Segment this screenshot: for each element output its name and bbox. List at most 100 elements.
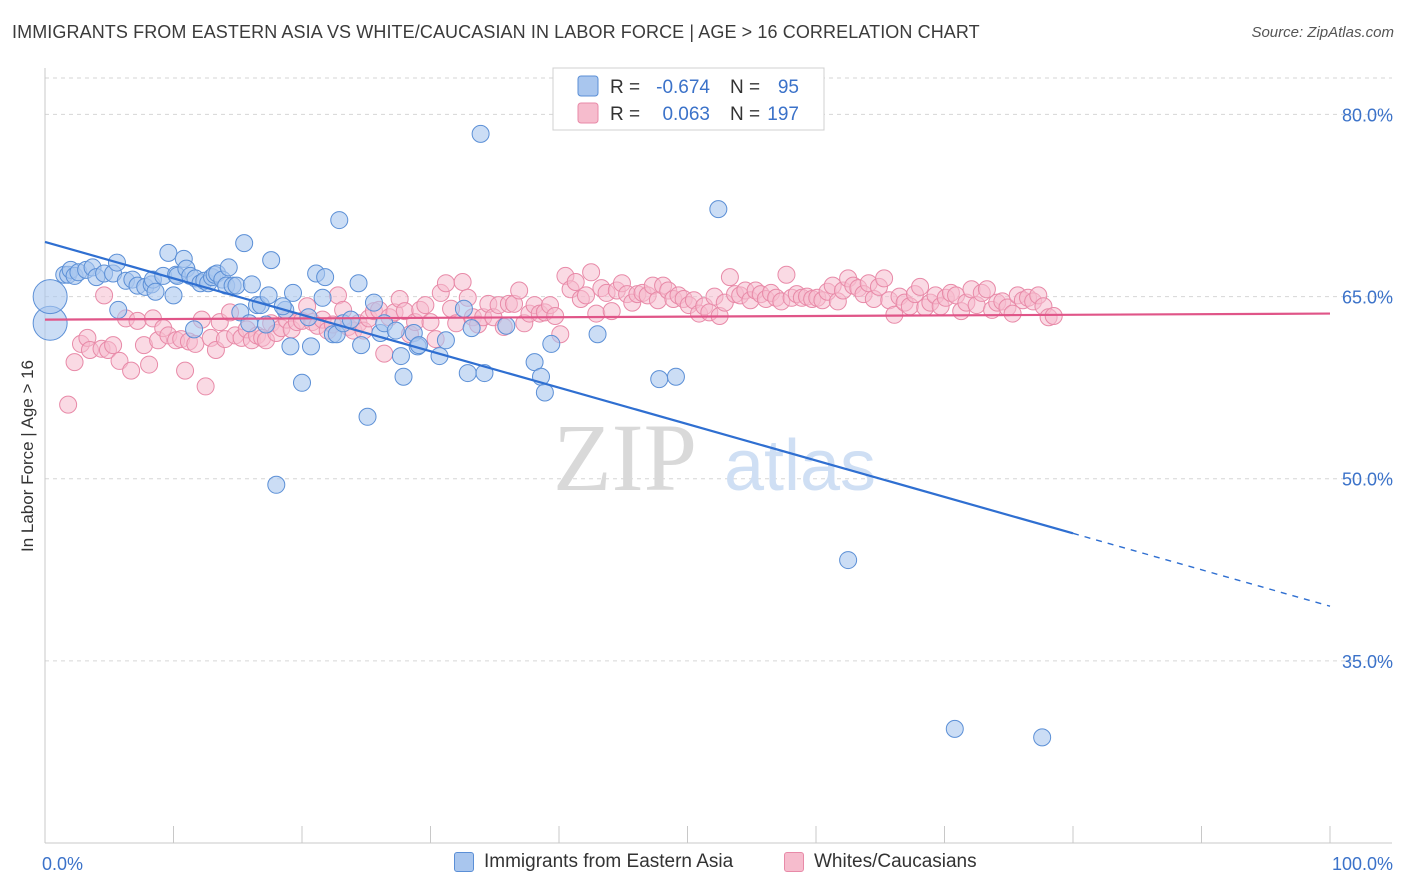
source-label: Source: ZipAtlas.com	[1251, 24, 1394, 41]
legend-r-value-1: -0.674	[656, 77, 710, 98]
point-whites	[196, 377, 215, 396]
point-eastern-asia	[341, 310, 360, 329]
point-eastern-asia	[235, 234, 254, 253]
legend-swatch-eastern-asia	[454, 852, 474, 872]
legend-r-value-2: 0.063	[662, 104, 710, 125]
point-eastern-asia	[462, 319, 481, 338]
point-eastern-asia	[839, 551, 858, 570]
point-eastern-asia	[349, 274, 368, 293]
trend-lines	[44, 240, 1331, 607]
point-whites	[977, 280, 996, 299]
y-tick-label: 50.0%	[1342, 470, 1393, 490]
axes	[44, 68, 1392, 844]
point-whites	[176, 361, 195, 380]
point-whites	[375, 344, 394, 363]
point-eastern-asia	[471, 124, 490, 143]
point-whites	[59, 395, 78, 414]
point-eastern-asia	[1033, 728, 1052, 747]
point-whites	[911, 277, 930, 296]
point-eastern-asia	[709, 200, 728, 219]
legend-r-label-2: R =	[610, 104, 640, 125]
trend-line-eastern-asia-extension	[1072, 532, 1331, 607]
point-eastern-asia	[316, 268, 335, 287]
series-legend: Immigrants from Eastern Asia Whites/Cauc…	[0, 851, 1406, 881]
point-whites	[777, 265, 796, 284]
point-whites	[104, 336, 123, 355]
point-eastern-asia	[458, 364, 477, 383]
legend-r-label-1: R =	[610, 77, 640, 98]
legend-n-value-1: 95	[778, 77, 799, 98]
point-eastern-asia	[454, 299, 473, 318]
point-whites	[416, 296, 435, 315]
x-tick-label: 0.0%	[42, 854, 83, 874]
point-eastern-asia	[227, 276, 246, 295]
point-eastern-asia	[262, 251, 281, 270]
chart-title: IMMIGRANTS FROM EASTERN ASIA VS WHITE/CA…	[12, 22, 980, 42]
point-eastern-asia	[257, 315, 276, 334]
point-whites	[140, 355, 159, 374]
point-eastern-asia	[358, 407, 377, 426]
point-eastern-asia	[159, 243, 178, 262]
point-eastern-asia	[436, 331, 455, 350]
point-whites	[436, 274, 455, 293]
point-eastern-asia	[219, 258, 238, 277]
point-eastern-asia	[146, 282, 165, 301]
legend-item-eastern-asia[interactable]: Immigrants from Eastern Asia	[454, 851, 733, 873]
grid-lines	[45, 77, 1392, 662]
point-whites	[587, 304, 606, 323]
point-eastern-asia	[284, 283, 303, 302]
legend-item-whites[interactable]: Whites/Caucasians	[784, 851, 977, 873]
point-whites	[582, 263, 601, 282]
point-whites	[122, 361, 141, 380]
point-eastern-asia	[259, 286, 278, 305]
point-eastern-asia	[666, 367, 685, 386]
watermark-atlas: atlas	[724, 426, 876, 506]
y-tick-label: 80.0%	[1342, 105, 1393, 125]
point-eastern-asia	[542, 334, 561, 353]
watermark-zip: ZIP	[553, 404, 697, 511]
point-eastern-asia	[352, 336, 371, 355]
point-whites	[720, 268, 739, 287]
point-eastern-asia	[386, 321, 405, 340]
x-tick-label: 100.0%	[1332, 854, 1393, 874]
point-eastern-asia	[650, 370, 669, 389]
point-eastern-asia	[273, 297, 292, 316]
point-eastern-asia	[293, 373, 311, 392]
point-eastern-asia	[945, 719, 964, 738]
legend-swatch-blue	[577, 75, 599, 97]
legend-n-label-2: N =	[730, 104, 760, 125]
point-eastern-asia	[394, 367, 413, 386]
point-eastern-asia	[364, 293, 383, 312]
x-tick-labels: 0.0% 100.0%	[42, 854, 1393, 874]
point-whites	[65, 353, 84, 372]
trend-line-whites	[44, 312, 1331, 321]
point-eastern-asia	[242, 275, 261, 294]
point-eastern-asia	[588, 325, 607, 344]
point-whites	[421, 313, 440, 332]
point-eastern-asia	[267, 475, 286, 494]
legend-label-whites: Whites/Caucasians	[814, 851, 977, 872]
point-eastern-asia	[535, 383, 554, 402]
point-whites	[453, 273, 472, 291]
y-tick-label: 65.0%	[1342, 288, 1393, 308]
legend-n-value-2: 197	[767, 104, 799, 125]
point-whites	[510, 281, 529, 300]
point-eastern-asia	[281, 337, 300, 356]
legend-label-eastern-asia: Immigrants from Eastern Asia	[484, 851, 734, 872]
point-eastern-asia	[313, 288, 332, 307]
point-eastern-asia	[301, 337, 320, 356]
point-eastern-asia	[330, 211, 349, 230]
point-eastern-asia	[391, 347, 410, 366]
point-eastern-asia	[240, 314, 259, 333]
point-whites	[576, 286, 595, 305]
point-eastern-asia	[109, 300, 128, 319]
stats-legend: R = -0.674 N = 95 R = 0.063 N = 197	[552, 67, 825, 131]
point-whites	[546, 307, 565, 325]
legend-swatch-pink	[577, 102, 599, 124]
point-whites	[875, 269, 894, 288]
point-eastern-asia	[497, 316, 516, 335]
point-eastern-asia	[185, 320, 204, 339]
point-whites	[95, 286, 114, 305]
legend-n-label-1: N =	[730, 77, 760, 98]
